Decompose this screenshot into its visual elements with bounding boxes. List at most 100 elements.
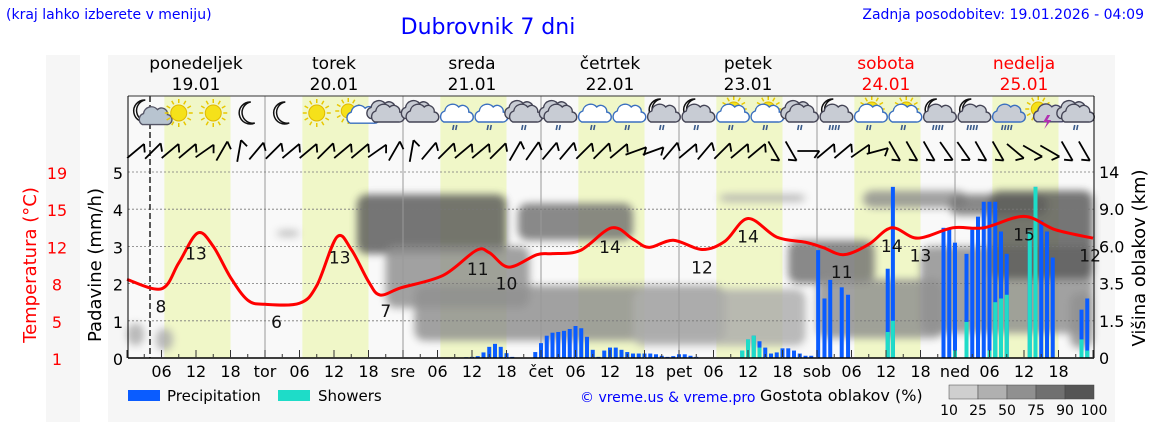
sun-ray <box>1026 112 1031 117</box>
wind-barb-icon <box>421 141 439 161</box>
rain-drop <box>1006 124 1010 131</box>
x-tick-label: pet <box>666 362 692 381</box>
precipitation-bar <box>890 186 895 358</box>
precipitation-bar <box>619 349 624 358</box>
rain-drop <box>1075 124 1079 131</box>
rain-drop <box>1009 124 1013 131</box>
temperature-label: 13 <box>329 249 351 269</box>
wind-barb-shaft <box>316 142 334 160</box>
cloud-shape <box>784 103 819 123</box>
day-date: 24.01 <box>862 75 911 95</box>
wind-barb-shaft <box>1039 144 1060 158</box>
wind-barb-flag <box>676 142 681 152</box>
wind-barb-flag <box>240 139 248 147</box>
page-title: Dubrovnik 7 dni <box>400 15 576 40</box>
wind-barb-shaft <box>1006 143 1025 159</box>
wind-barb-icon <box>178 143 198 159</box>
wind-barb-flag <box>591 143 595 152</box>
precipitation-bar <box>567 328 572 358</box>
wind-barb-shaft <box>236 140 242 162</box>
wind-barb-icon <box>367 143 388 159</box>
x-tick-label: 06 <box>841 362 861 381</box>
wind-barb-icon <box>991 141 1005 162</box>
wind-barb-icon <box>437 142 457 160</box>
rain-drop <box>727 124 731 131</box>
precipitation-bar <box>839 287 844 358</box>
rain-drop <box>589 124 593 131</box>
wind-barb-icon <box>541 141 560 161</box>
wind-barb-shaft <box>333 143 352 159</box>
showers-bar <box>890 320 895 358</box>
precipitation-bar <box>993 201 998 358</box>
wind-barb-shaft <box>784 141 798 161</box>
temperature-label: 13 <box>185 245 207 265</box>
wind-barb-flag <box>764 143 767 153</box>
rain-drop <box>627 124 631 131</box>
x-tick-label: 06 <box>565 362 585 381</box>
day-date: 20.01 <box>310 75 359 95</box>
cloud-density-scale-cell <box>948 384 979 400</box>
wind-barb-flag <box>925 158 935 162</box>
wind-barb-flag <box>519 141 526 150</box>
cloud-shape <box>922 103 957 123</box>
moon-cloud-rain-icon <box>681 98 716 131</box>
wind-barb-shaft <box>905 141 919 161</box>
rain-drop <box>454 124 458 131</box>
wind-barb-flag <box>1081 158 1090 162</box>
moon-icon <box>272 101 290 125</box>
day-name: ponedeljek <box>149 54 243 74</box>
cloud-height-tick-label: 6.0 <box>1099 237 1124 256</box>
cloud-shape <box>612 103 647 123</box>
wind-barb-shaft <box>471 143 490 159</box>
rain-drop <box>966 124 970 131</box>
temperature-label: 11 <box>467 260 489 280</box>
precipitation-bar <box>809 355 814 358</box>
showers-bar <box>993 302 998 358</box>
precipitation-bar <box>769 353 773 358</box>
precipitation-bar <box>498 346 503 358</box>
showers-bar <box>1004 294 1009 358</box>
cloud-shape <box>439 103 474 123</box>
cloud-height-tick-label: 3.5 <box>1099 275 1124 294</box>
wind-barb-icon <box>678 143 698 159</box>
rain-drop <box>865 124 869 131</box>
x-tick-label: 18 <box>772 362 792 381</box>
sun-ray <box>171 100 175 105</box>
wind-barb-shaft <box>367 143 387 159</box>
wind-barb-shaft <box>592 142 610 160</box>
x-tick-label: 12 <box>600 362 620 381</box>
precipitation-bar <box>828 279 833 358</box>
rain-drop <box>931 124 935 131</box>
sun-ray <box>913 101 918 106</box>
temperature-axis-label: Temperatura (°C) <box>20 187 41 344</box>
showers-bar <box>1033 186 1038 358</box>
cloudy-icon <box>400 99 440 123</box>
precip-tick-label: 0 <box>113 350 123 369</box>
wind-barb-flag <box>868 144 871 154</box>
rain-drop <box>693 124 697 131</box>
showers-bar <box>740 350 745 358</box>
temperature-label: 8 <box>156 298 167 318</box>
wind-barb-shaft <box>144 142 162 160</box>
wind-barb-icon <box>816 143 836 159</box>
cloud-height-tick-label: 1.5 <box>1099 312 1124 331</box>
sun-ray <box>875 97 879 102</box>
sun-ray <box>341 118 345 123</box>
sun-ray <box>761 97 765 102</box>
wind-barb-icon <box>161 143 181 159</box>
x-tick-label: tor <box>254 362 277 381</box>
wind-barb-icon <box>784 141 798 162</box>
day-name: torek <box>312 54 356 74</box>
cloud-shape <box>991 103 1026 123</box>
precipitation-bar <box>613 347 618 358</box>
wind-barb-shaft <box>939 141 954 161</box>
precipitation-bar <box>493 343 497 358</box>
precipitation-bar <box>964 253 969 358</box>
x-tick-label: 18 <box>1048 362 1068 381</box>
temperature-label: 14 <box>737 228 759 248</box>
wind-barb-shaft <box>178 143 197 159</box>
rain-drop <box>489 124 493 131</box>
sun-icon <box>164 99 193 127</box>
sun-ray <box>737 97 741 102</box>
